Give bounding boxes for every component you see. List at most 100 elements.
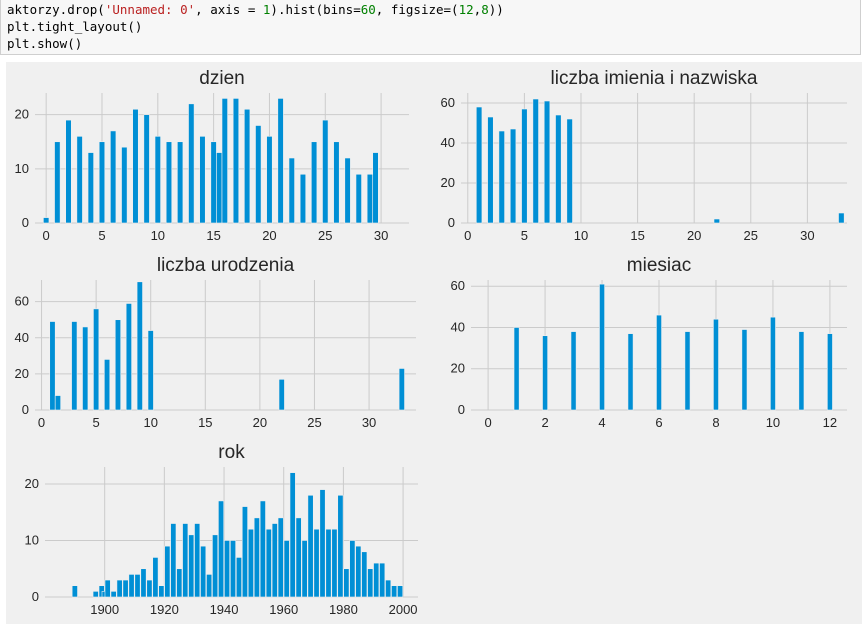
histogram-bar — [372, 152, 379, 224]
histogram-bar — [54, 141, 61, 224]
histogram-bar — [244, 108, 251, 224]
histogram-bar — [627, 333, 634, 411]
histogram-bar — [838, 212, 845, 224]
histogram-bar — [355, 173, 362, 224]
x-tick-label: 10 — [151, 228, 165, 243]
histogram-bar — [93, 308, 100, 411]
histogram-bar — [325, 528, 332, 598]
histogram-bar — [140, 568, 147, 598]
x-tick-label: 0 — [43, 228, 50, 243]
subplot-4: 1900 1920 1940 1960 1980 2000 0 10 20 rok — [25, 442, 418, 617]
histogram-bar — [188, 534, 195, 598]
histogram-bar — [713, 218, 720, 224]
x-tick-label: 20 — [262, 228, 276, 243]
histogram-bar — [221, 98, 228, 224]
x-tick-label: 8 — [712, 415, 719, 430]
histogram-bar — [532, 98, 539, 224]
histogram-bar — [656, 314, 662, 411]
histogram-bar — [110, 130, 117, 224]
histogram-bar — [513, 327, 520, 411]
code-line-tight-layout[interactable]: plt.tight_layout() — [7, 18, 860, 35]
histogram-bar — [154, 136, 161, 224]
histogram-bar — [116, 579, 123, 598]
y-tick-label: 0 — [22, 215, 29, 230]
histogram-bar — [684, 331, 691, 411]
histogram-bar — [319, 489, 326, 598]
histogram-bar — [134, 574, 141, 598]
code-token: , figsize=( — [375, 2, 459, 17]
histogram-bar — [98, 141, 106, 224]
x-tick-label: 5 — [521, 228, 528, 243]
histogram-bar — [188, 103, 195, 224]
histogram-bar — [385, 579, 392, 598]
histogram-bar — [713, 318, 719, 411]
histogram-bar — [43, 217, 50, 224]
histogram-bar — [170, 523, 177, 598]
histogram-bar — [259, 500, 266, 598]
code-token: , — [473, 2, 482, 17]
y-tick-label: 20 — [15, 366, 29, 381]
histogram-bar — [54, 395, 61, 411]
x-tick-label: 25 — [744, 228, 758, 243]
histogram-bar — [194, 523, 201, 598]
histogram-bar — [230, 540, 236, 598]
histogram-bar — [121, 146, 128, 224]
x-tick-label: 1980 — [329, 602, 358, 617]
subplot-title: liczba urodzenia — [157, 255, 295, 276]
code-token: ).hist(bins= — [270, 2, 361, 17]
histogram-bar — [122, 579, 129, 598]
x-tick-label: 20 — [253, 415, 267, 430]
histogram-bar — [798, 331, 805, 411]
histogram-bar — [110, 591, 117, 598]
histogram-bar — [212, 534, 219, 598]
code-token: 8 — [481, 2, 489, 17]
x-tick-label: 1920 — [150, 602, 179, 617]
histogram-bar — [301, 540, 308, 598]
code-token: )) — [488, 2, 504, 17]
code-cell[interactable]: aktorzy.drop('Unnamed: 0', axis = 1).his… — [0, 0, 861, 55]
code-token: 'Unnamed: 0' — [104, 2, 196, 17]
x-tick-label: 0 — [38, 415, 45, 430]
histogram-bar — [147, 330, 154, 411]
histogram-bar — [232, 98, 240, 224]
histogram-bar — [349, 540, 356, 598]
histogram-bar — [398, 368, 405, 411]
histogram-bar — [277, 517, 284, 598]
x-tick-label: 20 — [687, 228, 701, 243]
subplot-title: rok — [218, 442, 245, 463]
y-tick-label: 0 — [448, 215, 455, 230]
x-tick-label: 2 — [541, 415, 548, 430]
histogram-bar — [498, 130, 505, 224]
x-tick-label: 25 — [307, 415, 321, 430]
histogram-bar — [224, 540, 231, 598]
histogram-bar — [87, 152, 94, 224]
y-tick-label: 20 — [25, 476, 39, 491]
histogram-bar — [164, 545, 171, 598]
x-tick-label: 15 — [206, 228, 220, 243]
histogram-bar — [355, 545, 362, 598]
code-line-hist[interactable]: aktorzy.drop('Unnamed: 0', axis = 1).his… — [7, 1, 860, 18]
histogram-bar — [255, 125, 262, 224]
histogram-bar — [509, 128, 517, 224]
code-token: plt.tight_layout() — [7, 19, 143, 34]
histogram-bar — [136, 281, 143, 411]
subplot-2: 0 5 10 15 20 25 30 0 20 40 60 liczba urodzenia — [15, 255, 416, 430]
x-tick-label: 10 — [574, 228, 588, 243]
x-tick-label: 10 — [143, 415, 157, 430]
histogram-bar — [299, 173, 307, 224]
histogram-bar — [271, 523, 278, 598]
histogram-bar — [475, 106, 483, 224]
histogram-bar — [337, 494, 344, 598]
histogram-bar — [741, 329, 748, 411]
histogram-bar — [367, 568, 374, 598]
x-tick-label: 4 — [598, 415, 605, 430]
y-tick-label: 20 — [15, 107, 29, 122]
histogram-bar — [266, 136, 273, 224]
subplot-title: dzien — [199, 68, 244, 89]
histogram-bar — [182, 523, 189, 598]
code-line-show[interactable]: plt.show() — [7, 35, 860, 52]
histogram-bar — [331, 528, 338, 598]
histogram-bar — [827, 333, 833, 411]
histogram-bar — [311, 141, 318, 224]
